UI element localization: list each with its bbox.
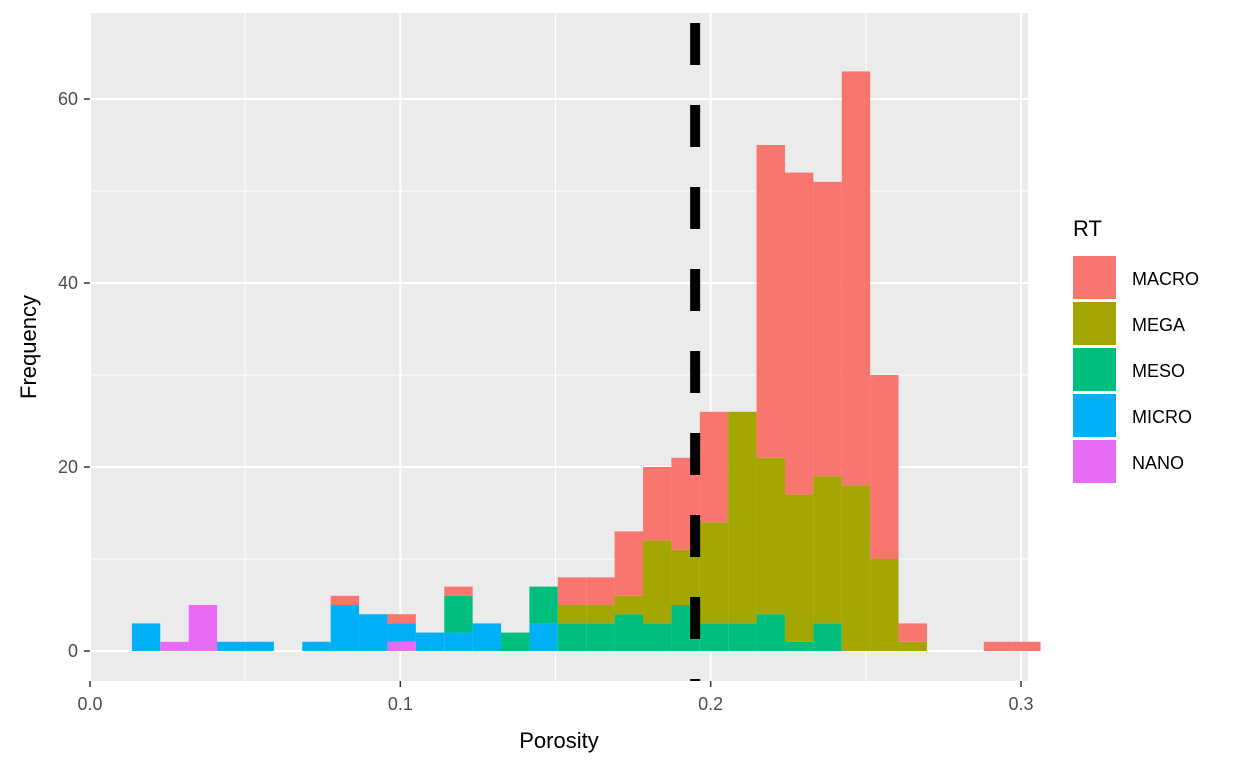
bar-micro (131, 623, 161, 651)
y-axis: 0 20 40 60 (58, 89, 90, 661)
y-tick-label: 60 (58, 89, 78, 109)
bar-meso (557, 623, 587, 651)
bars (131, 71, 1041, 651)
bar-meso (699, 623, 729, 651)
bar-macro (898, 623, 927, 642)
bar-macro (756, 145, 785, 458)
legend-key-meso (1073, 348, 1116, 391)
legend-key-nano (1073, 440, 1116, 483)
bar-micro (387, 623, 416, 642)
bar-meso (813, 623, 842, 651)
bar-mega (699, 522, 729, 624)
bar-mega (841, 485, 871, 651)
bar-macro (614, 531, 644, 596)
bar-micro (302, 641, 331, 651)
bar-micro (444, 632, 473, 651)
bar-mega (643, 540, 672, 624)
x-tick-label: 0.3 (1008, 694, 1033, 714)
bar-macro (643, 467, 672, 541)
bar-meso (586, 623, 615, 651)
bar-macro (387, 614, 416, 624)
bar-macro (330, 595, 360, 605)
bar-micro (217, 641, 246, 651)
legend-key-micro (1073, 394, 1116, 437)
bar-meso (728, 623, 757, 651)
bar-macro (870, 375, 899, 559)
bar-macro (444, 586, 473, 596)
bar-micro (529, 623, 558, 651)
bar-micro (415, 632, 445, 651)
legend-label-meso: MESO (1132, 361, 1185, 381)
bar-mega (586, 605, 615, 624)
x-axis-title: Porosity (519, 728, 598, 753)
bar-macro (813, 181, 842, 477)
y-tick-label: 20 (58, 457, 78, 477)
bar-mega (784, 494, 814, 642)
bar-micro (245, 641, 274, 651)
legend-title: RT (1073, 216, 1102, 241)
bar-meso (643, 623, 672, 651)
bar-mega (870, 559, 899, 651)
bar-meso (501, 632, 530, 651)
y-tick-label: 40 (58, 273, 78, 293)
x-tick-label: 0.2 (698, 694, 723, 714)
bar-meso (529, 586, 558, 624)
legend-label-nano: NANO (1132, 453, 1184, 473)
bar-meso (784, 641, 814, 651)
bar-nano (160, 641, 189, 651)
bar-nano (387, 641, 416, 651)
bar-meso (756, 614, 785, 651)
bar-micro (472, 623, 502, 651)
bar-macro (784, 172, 814, 495)
legend-label-macro: MACRO (1132, 269, 1199, 289)
y-axis-title: Frequency (16, 295, 41, 399)
bar-mega (557, 605, 587, 624)
bar-mega (614, 595, 644, 615)
bar-micro (330, 605, 360, 651)
legend-label-micro: MICRO (1132, 407, 1192, 427)
legend-key-macro (1073, 256, 1116, 299)
bar-meso (444, 595, 473, 633)
x-tick-label: 0.1 (388, 694, 413, 714)
legend-key-mega (1073, 302, 1116, 345)
bar-mega (898, 641, 927, 651)
bar-macro (586, 577, 615, 605)
legend-label-mega: MEGA (1132, 315, 1185, 335)
legend: RT MACRO MEGA MESO MICRO NANO (1073, 216, 1199, 483)
bar-macro (983, 641, 1013, 651)
bar-macro (1012, 641, 1041, 651)
bar-macro (699, 411, 729, 523)
bar-nano (188, 605, 218, 651)
bar-mega (728, 411, 757, 624)
bar-micro (359, 614, 388, 651)
bar-mega (671, 549, 700, 605)
bar-macro (557, 577, 587, 605)
bar-meso (614, 614, 644, 651)
y-tick-label: 0 (68, 641, 78, 661)
bar-macro (841, 71, 871, 486)
bar-mega (756, 457, 785, 615)
x-tick-label: 0.0 (77, 694, 102, 714)
x-axis: 0.0 0.1 0.2 0.3 (77, 681, 1034, 714)
bar-mega (813, 476, 842, 624)
